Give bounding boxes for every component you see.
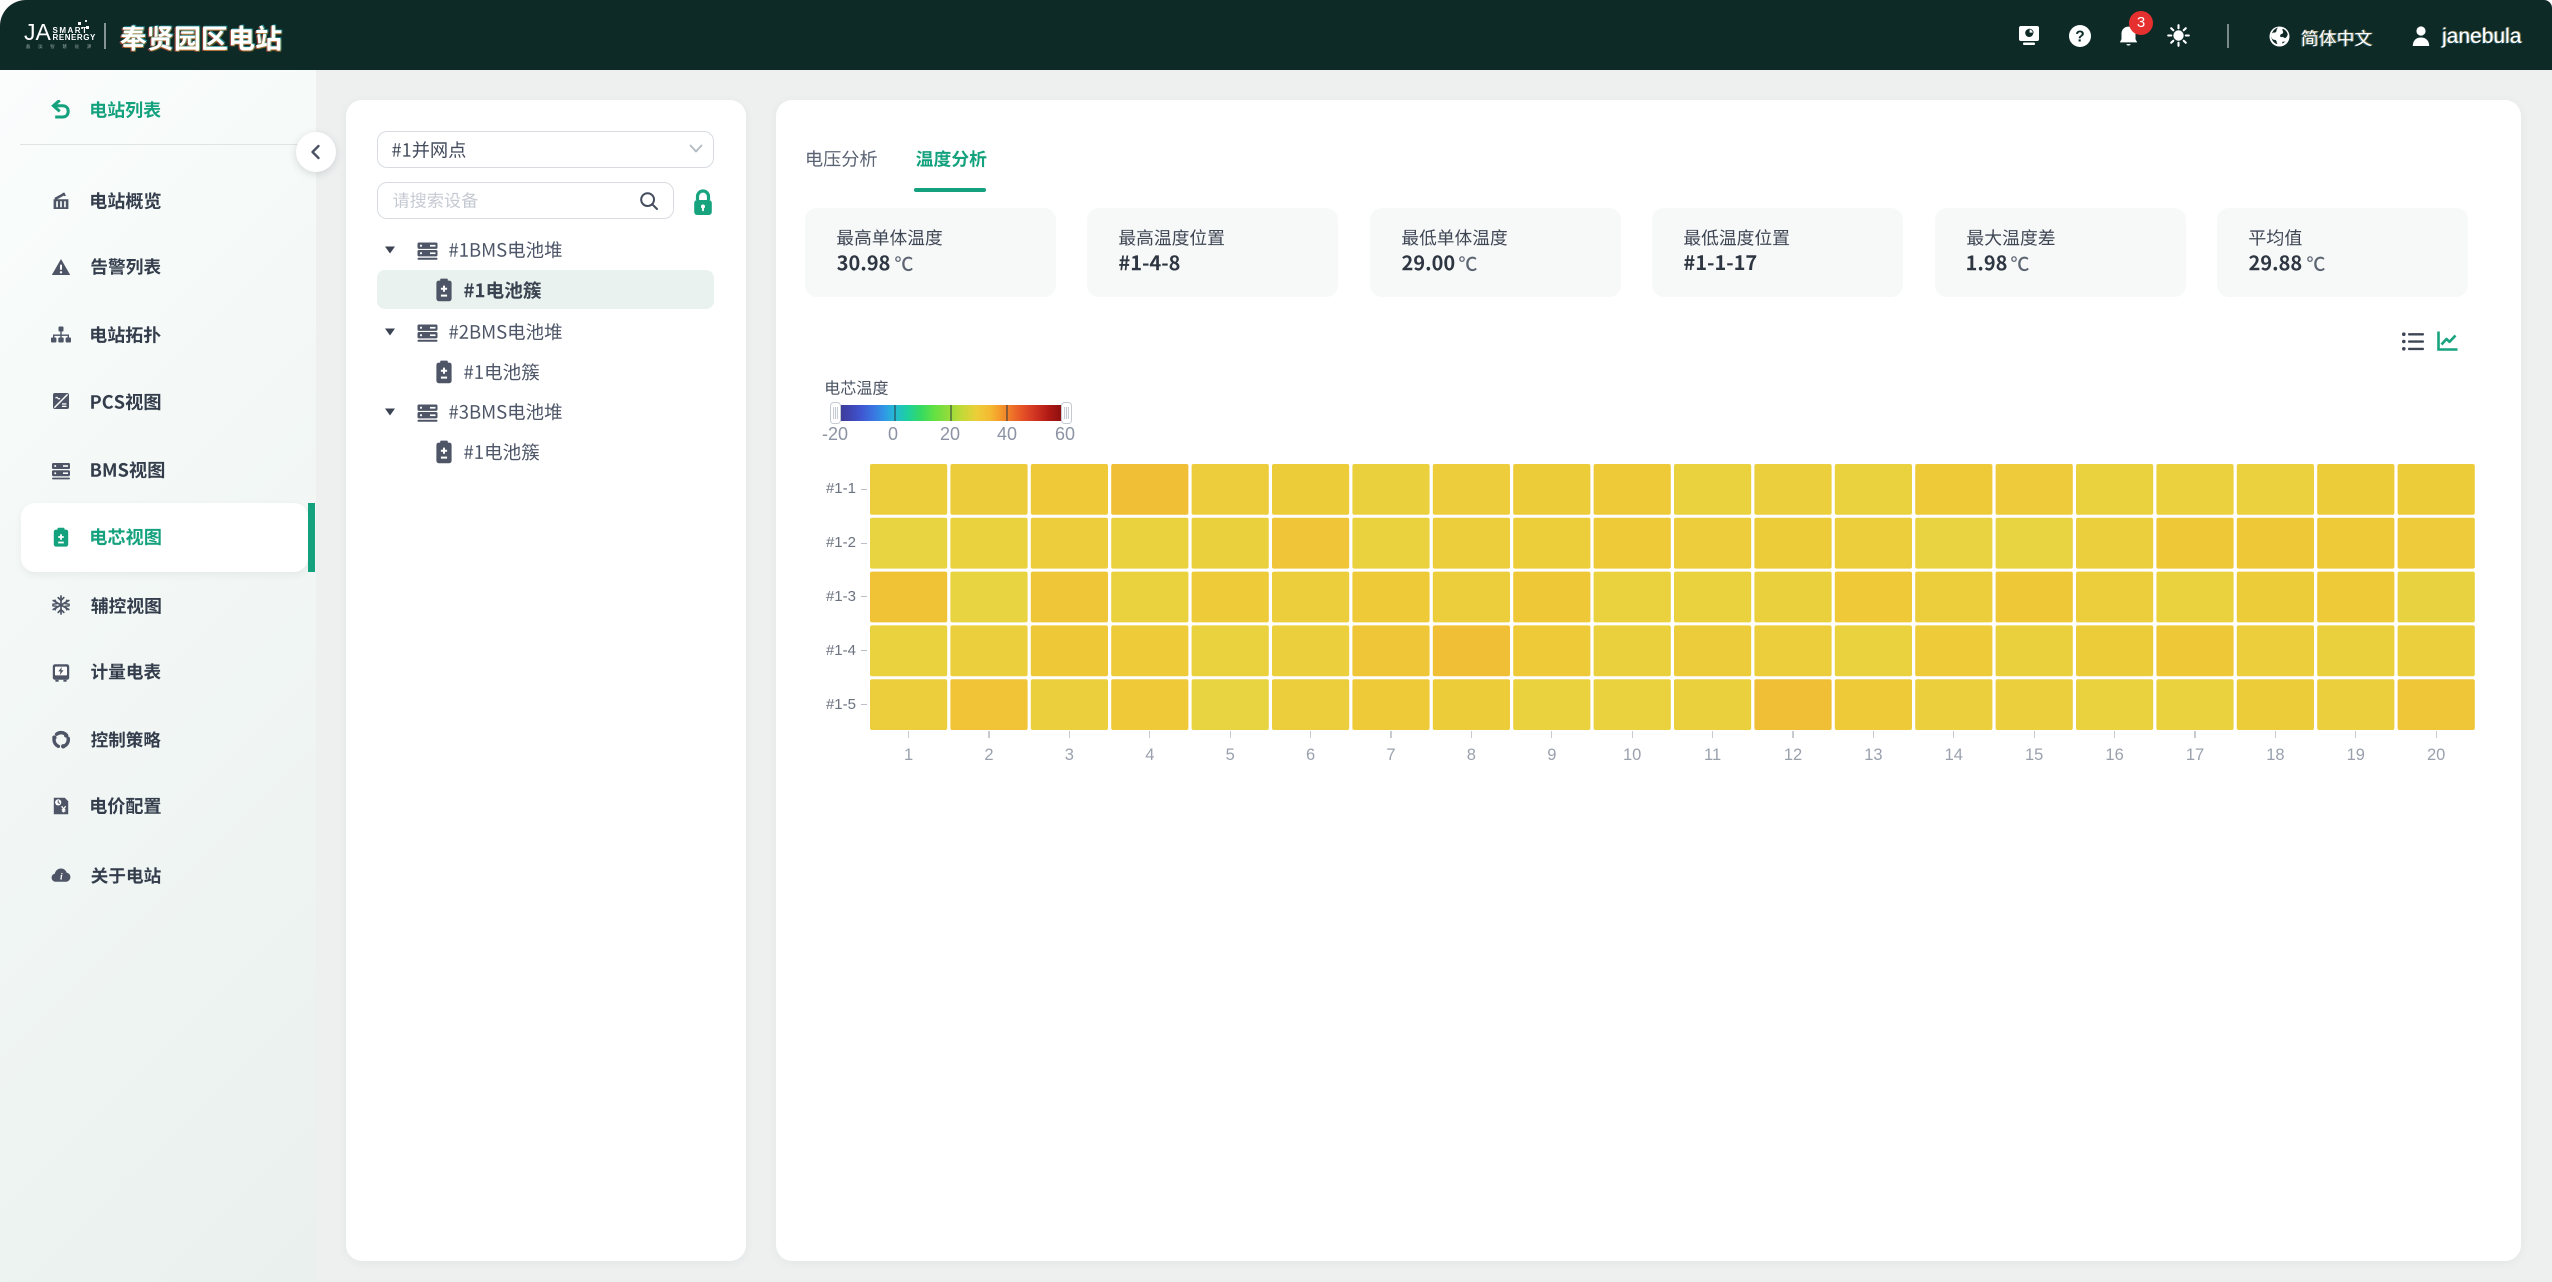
svg-text:?: ?	[2075, 29, 2084, 46]
svg-text:i: i	[60, 873, 63, 883]
